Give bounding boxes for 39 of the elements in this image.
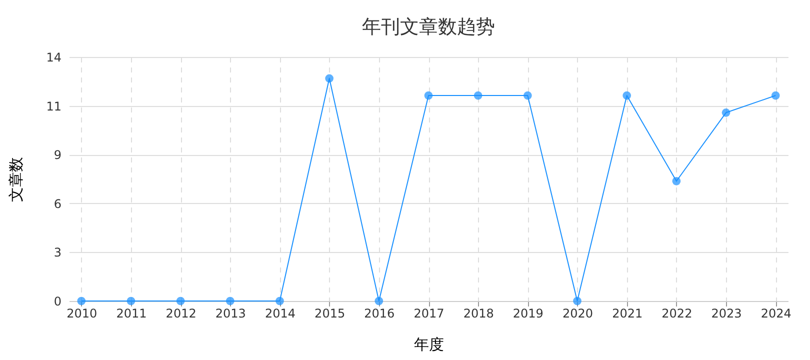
x-tick-label: 2011 xyxy=(116,306,147,320)
x-tick-label: 2017 xyxy=(414,306,444,320)
x-tick-label: 2023 xyxy=(711,306,742,320)
x-tick-label: 2021 xyxy=(612,306,643,320)
x-tick-label: 2019 xyxy=(512,306,544,320)
y-tick-label: 0 xyxy=(54,294,62,308)
y-tick-label: 3 xyxy=(54,246,62,260)
point xyxy=(722,108,730,117)
point xyxy=(77,296,86,306)
y-tick-label: 9 xyxy=(54,148,62,162)
y-tick-label: 11 xyxy=(46,99,62,114)
x-axis-title: 年度 xyxy=(414,336,444,354)
y-axis-title: 文章数 xyxy=(7,157,26,202)
x-tick-label: 2024 xyxy=(760,306,792,320)
point xyxy=(672,176,681,186)
point xyxy=(325,74,334,83)
point xyxy=(276,296,284,306)
point xyxy=(126,296,136,306)
chart-title: 年刊文章数趋势 xyxy=(362,16,495,38)
x-tick-label: 2015 xyxy=(314,306,346,320)
x-tick-label: 2013 xyxy=(215,306,246,320)
point xyxy=(622,91,632,100)
y-tick-label: 14 xyxy=(46,50,62,64)
point xyxy=(176,296,185,306)
x-tick-label: 2010 xyxy=(66,306,98,320)
x-tick-label: 2020 xyxy=(562,306,594,320)
point xyxy=(226,296,234,306)
point xyxy=(573,296,582,306)
x-tick-label: 2016 xyxy=(364,306,395,320)
y-tick-label: 6 xyxy=(54,196,62,211)
x-tick-label: 2014 xyxy=(264,306,296,320)
x-tick-label: 2018 xyxy=(463,306,494,320)
point xyxy=(771,91,780,100)
point xyxy=(374,296,384,306)
point xyxy=(523,91,532,100)
point xyxy=(474,91,482,100)
x-tick-label: 2022 xyxy=(662,306,692,320)
x-tick-label: 2012 xyxy=(166,306,196,320)
point xyxy=(424,91,433,100)
